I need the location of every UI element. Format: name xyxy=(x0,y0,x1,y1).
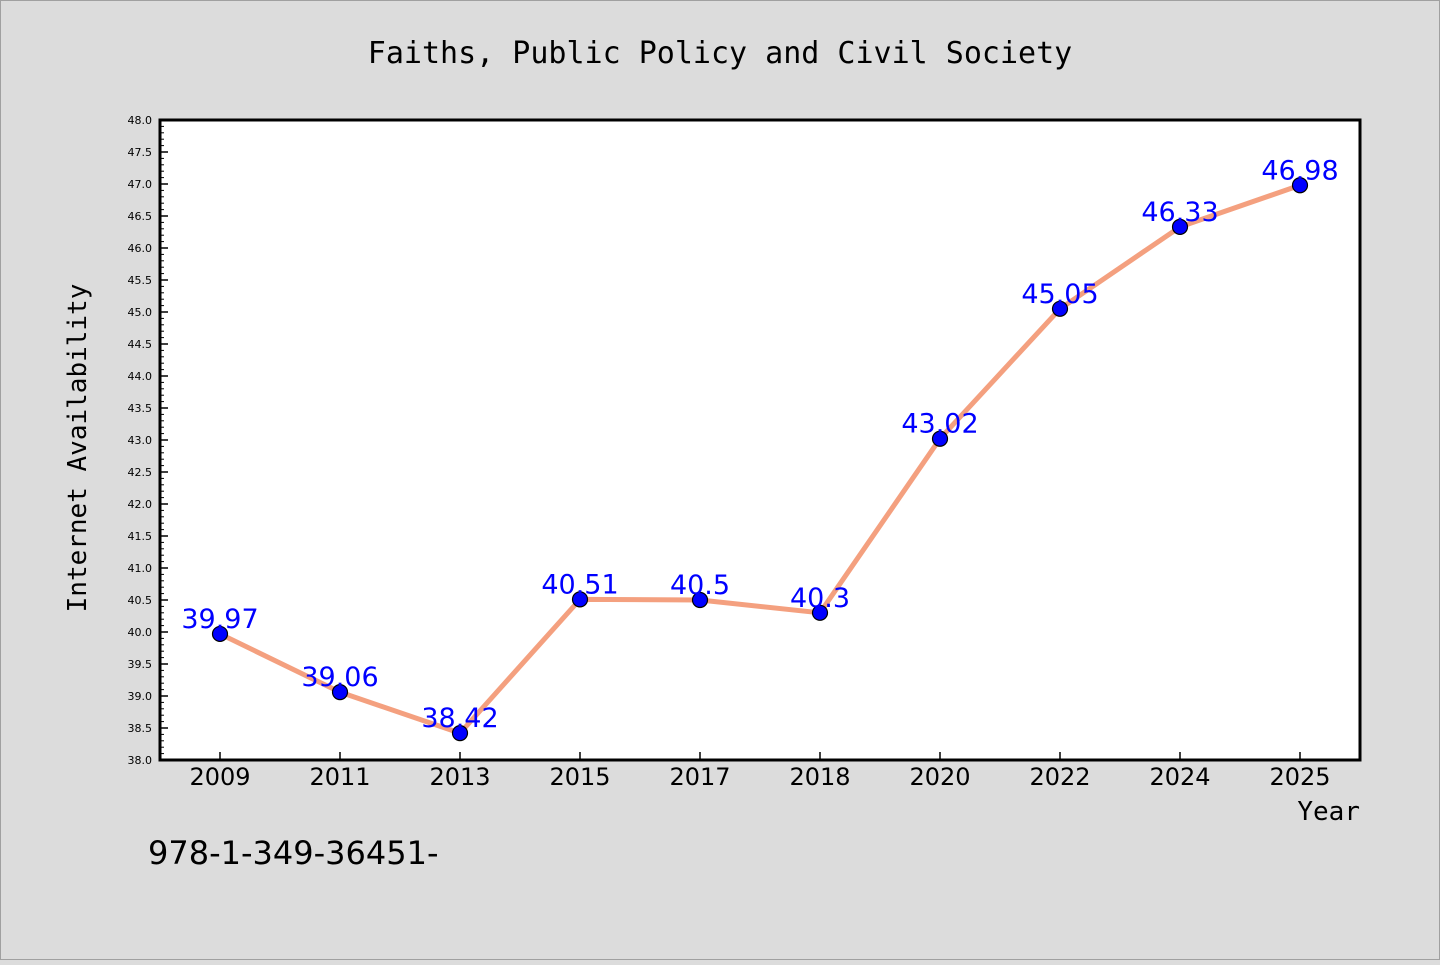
y-tick-label: 41.0 xyxy=(128,562,153,575)
y-tick-label: 39.5 xyxy=(128,658,153,671)
data-point xyxy=(331,684,349,701)
y-tick-label: 45.0 xyxy=(128,306,153,319)
data-point xyxy=(451,725,469,742)
data-point xyxy=(811,604,829,621)
footer-text: 978-1-349-36451- xyxy=(148,834,439,872)
y-tick-label: 40.0 xyxy=(128,626,153,639)
y-tick-label: 41.5 xyxy=(128,530,153,543)
data-label: 46.33 xyxy=(1141,197,1218,228)
data-labels: 39.97 39.06 38.42 40.51 40.5 40.3 43.02 45.05 46… xyxy=(181,155,1338,734)
data-label: 39.06 xyxy=(301,662,378,693)
x-tick-label: 2015 xyxy=(549,763,610,791)
x-tick-label: 2011 xyxy=(309,763,370,791)
data-label: 40.5 xyxy=(670,570,730,601)
data-label: 45.05 xyxy=(1021,279,1098,310)
y-tick-label: 45.5 xyxy=(128,274,153,287)
y-tick-label: 48.0 xyxy=(128,114,153,127)
data-label: 43.02 xyxy=(901,409,978,440)
data-point xyxy=(691,591,709,609)
x-tick-label: 2018 xyxy=(789,763,850,791)
y-axis-label: Internet Availability xyxy=(63,284,93,613)
y-tick-label: 46.0 xyxy=(128,242,153,255)
series-markers xyxy=(211,177,1309,742)
x-tick-label: 2013 xyxy=(429,763,490,791)
data-point xyxy=(1291,177,1309,194)
y-axis: 38.0 38.5 39.0 39.5 40.0 40.5 41.0 41.5 42.0 42.5… xyxy=(128,114,168,767)
x-tick-label: 2017 xyxy=(669,763,730,791)
y-tick-label: 47.5 xyxy=(128,146,153,159)
y-tick-label: 39.0 xyxy=(128,690,153,703)
x-axis-label: Year xyxy=(1297,797,1360,827)
y-tick-label: 38.0 xyxy=(128,754,153,767)
data-point xyxy=(1171,218,1189,235)
y-tick-label: 47.0 xyxy=(128,178,153,191)
x-tick-label: 2024 xyxy=(1149,763,1210,791)
series-line xyxy=(218,182,1301,736)
y-tick-label: 44.0 xyxy=(128,370,153,383)
data-point xyxy=(211,625,229,643)
y-tick-label: 43.5 xyxy=(128,402,153,415)
data-label: 46.98 xyxy=(1261,155,1338,186)
data-label: 38.42 xyxy=(421,703,498,734)
x-tick-label: 2022 xyxy=(1029,763,1090,791)
data-point xyxy=(931,430,949,447)
y-tick-label: 42.5 xyxy=(128,466,153,479)
data-label: 40.3 xyxy=(790,583,850,614)
data-label: 39.97 xyxy=(181,604,258,635)
y-tick-label: 43.0 xyxy=(128,434,153,447)
x-tick-label: 2009 xyxy=(189,763,250,791)
x-tick-label: 2025 xyxy=(1269,763,1330,791)
data-point xyxy=(571,591,589,608)
data-label: 40.51 xyxy=(541,569,618,600)
y-tick-label: 40.5 xyxy=(128,594,153,607)
chart-title: Faiths, Public Policy and Civil Society xyxy=(368,36,1072,71)
x-axis: 2009 2011 2013 2015 2017 2018 2020 2022 2024 2025 xyxy=(189,752,1331,791)
y-tick-label: 46.5 xyxy=(128,210,153,223)
y-tick-label: 42.0 xyxy=(128,498,153,511)
plot-area xyxy=(158,118,1362,762)
y-tick-label: 38.5 xyxy=(128,722,153,735)
y-tick-label: 44.5 xyxy=(128,338,153,351)
data-point xyxy=(1051,300,1069,317)
x-tick-label: 2020 xyxy=(909,763,970,791)
